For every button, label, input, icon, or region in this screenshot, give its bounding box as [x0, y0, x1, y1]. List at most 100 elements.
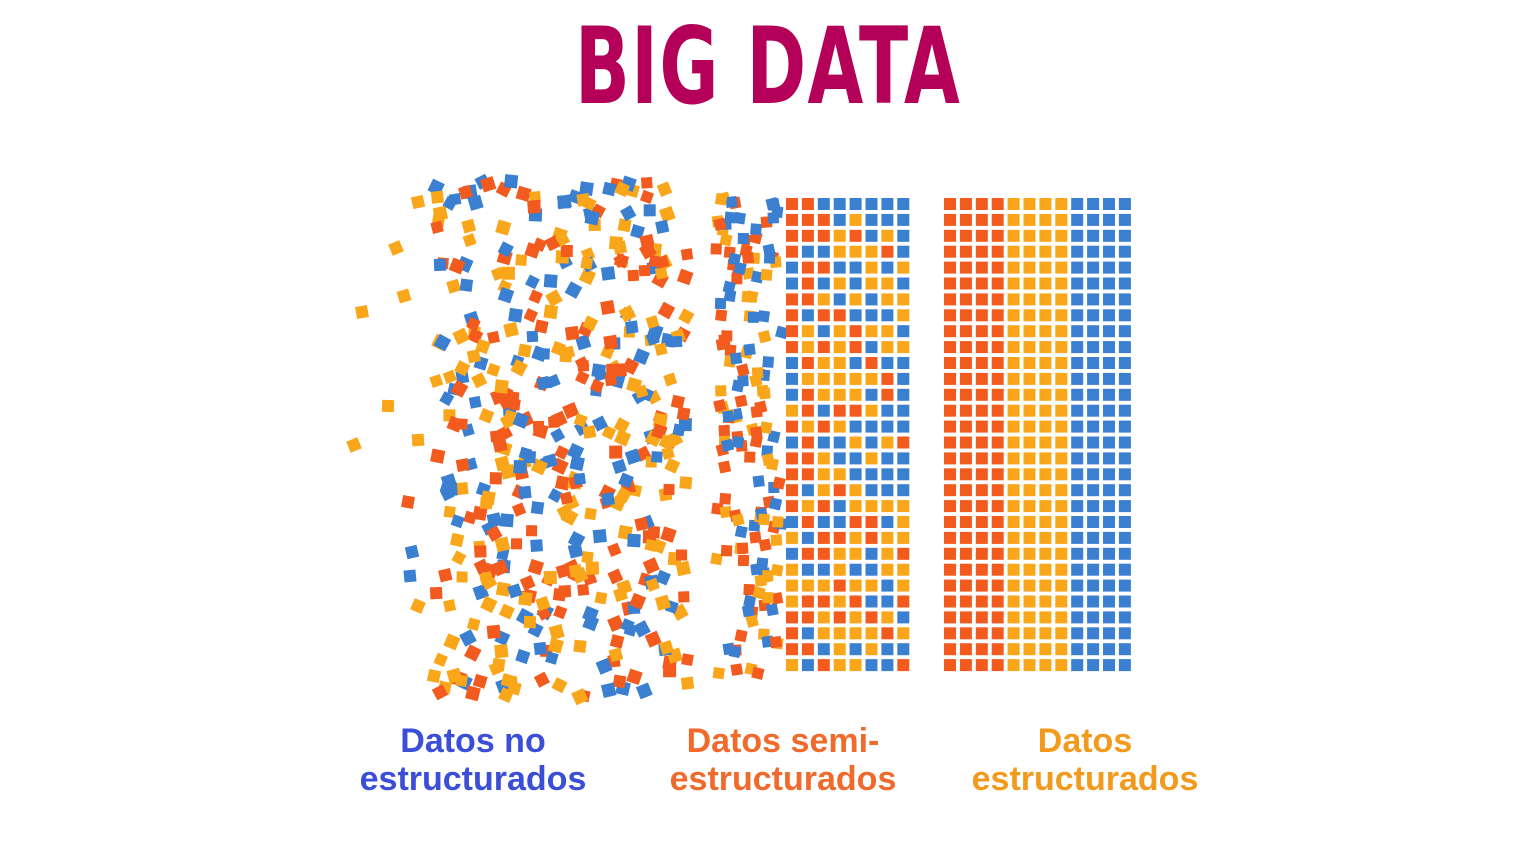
grid-cell [1087, 229, 1100, 242]
grid-cell [1118, 372, 1131, 385]
data-square [654, 594, 671, 611]
grid-cell [959, 388, 972, 401]
grid-cell [959, 404, 972, 417]
data-square [548, 624, 565, 640]
data-square [710, 552, 723, 566]
data-square [614, 429, 632, 447]
data-square [517, 343, 532, 358]
data-square [634, 384, 649, 399]
data-square [471, 372, 488, 389]
grid-cell [1039, 341, 1052, 354]
grid-cell [849, 245, 862, 258]
grid-cell [801, 611, 814, 624]
grid-cell [1087, 595, 1100, 608]
grid-cell [801, 500, 814, 513]
grid-cell [865, 293, 878, 306]
data-square [736, 363, 750, 377]
data-square [571, 688, 589, 706]
data-square [758, 538, 772, 552]
label-structured-line1: Datos [1037, 722, 1133, 760]
grid-cell [991, 404, 1004, 417]
grid-cell [944, 563, 956, 576]
grid-cell [991, 198, 1004, 210]
label-semi-structured: Datos semi- estructurados [628, 722, 938, 798]
grid-cell [881, 261, 894, 274]
data-square [720, 544, 733, 557]
grid-cell [817, 563, 830, 576]
grid-cell [1087, 500, 1100, 513]
grid-cell [833, 595, 846, 608]
grid-cell [991, 563, 1004, 576]
data-square [718, 460, 732, 474]
grid-cell [1103, 563, 1115, 576]
grid-cell [1071, 452, 1084, 465]
data-square [754, 574, 767, 587]
grid-cell [833, 372, 846, 385]
grid-cell [1087, 547, 1100, 560]
grid-cell [944, 245, 956, 258]
grid-cell [1007, 436, 1020, 449]
data-square [498, 687, 514, 704]
data-square [627, 269, 640, 282]
grid-cell [975, 659, 988, 672]
data-square [576, 193, 591, 207]
grid-cell [1071, 229, 1084, 242]
data-square [663, 372, 678, 387]
grid-cell [833, 277, 846, 290]
data-square [680, 248, 694, 261]
grid-cell [991, 245, 1004, 258]
grid-cell [1007, 213, 1020, 226]
grid-cell [865, 229, 878, 242]
grid-cell [786, 579, 798, 592]
data-square [643, 204, 656, 217]
grid-cell [1039, 261, 1052, 274]
data-square [480, 176, 497, 193]
grid-cell [1103, 579, 1115, 592]
grid-cell [1039, 452, 1052, 465]
grid-cell [897, 229, 910, 242]
grid-cell [1023, 213, 1036, 226]
grid-cell [849, 611, 862, 624]
grid-cell [1103, 229, 1115, 242]
data-square [620, 205, 637, 222]
data-square [762, 592, 774, 604]
grid-cell [786, 245, 798, 258]
grid-cell [897, 611, 910, 624]
data-square [741, 251, 755, 265]
grid-cell [1103, 611, 1115, 624]
data-square [527, 199, 542, 214]
data-square [645, 315, 660, 329]
data-square [558, 585, 572, 598]
grid-cell [991, 531, 1004, 544]
grid-cell [991, 547, 1004, 560]
grid-cell [991, 611, 1004, 624]
grid-cell [1071, 277, 1084, 290]
grid-cell [991, 436, 1004, 449]
data-square [751, 666, 765, 680]
data-square [510, 538, 523, 550]
grid-cell [1071, 325, 1084, 338]
data-square [620, 618, 635, 633]
data-square [429, 374, 444, 388]
data-square [457, 184, 474, 200]
grid-cell [944, 579, 956, 592]
grid-cell [865, 261, 878, 274]
data-square [573, 472, 586, 486]
data-square [720, 438, 735, 452]
data-square [744, 451, 756, 463]
grid-cell [1071, 579, 1084, 592]
grid-cell [1118, 293, 1131, 306]
grid-cell [833, 468, 846, 481]
data-square [751, 367, 764, 379]
grid-cell [1055, 261, 1068, 274]
grid-cell [897, 420, 910, 433]
grid-cell [1071, 627, 1084, 640]
grid-cell [881, 388, 894, 401]
data-square [737, 375, 749, 387]
data-square [492, 437, 508, 453]
grid-cell [849, 563, 862, 576]
grid-cell [786, 293, 798, 306]
grid-cell [1007, 579, 1020, 592]
grid-cell [991, 595, 1004, 608]
grid-cell [801, 261, 814, 274]
